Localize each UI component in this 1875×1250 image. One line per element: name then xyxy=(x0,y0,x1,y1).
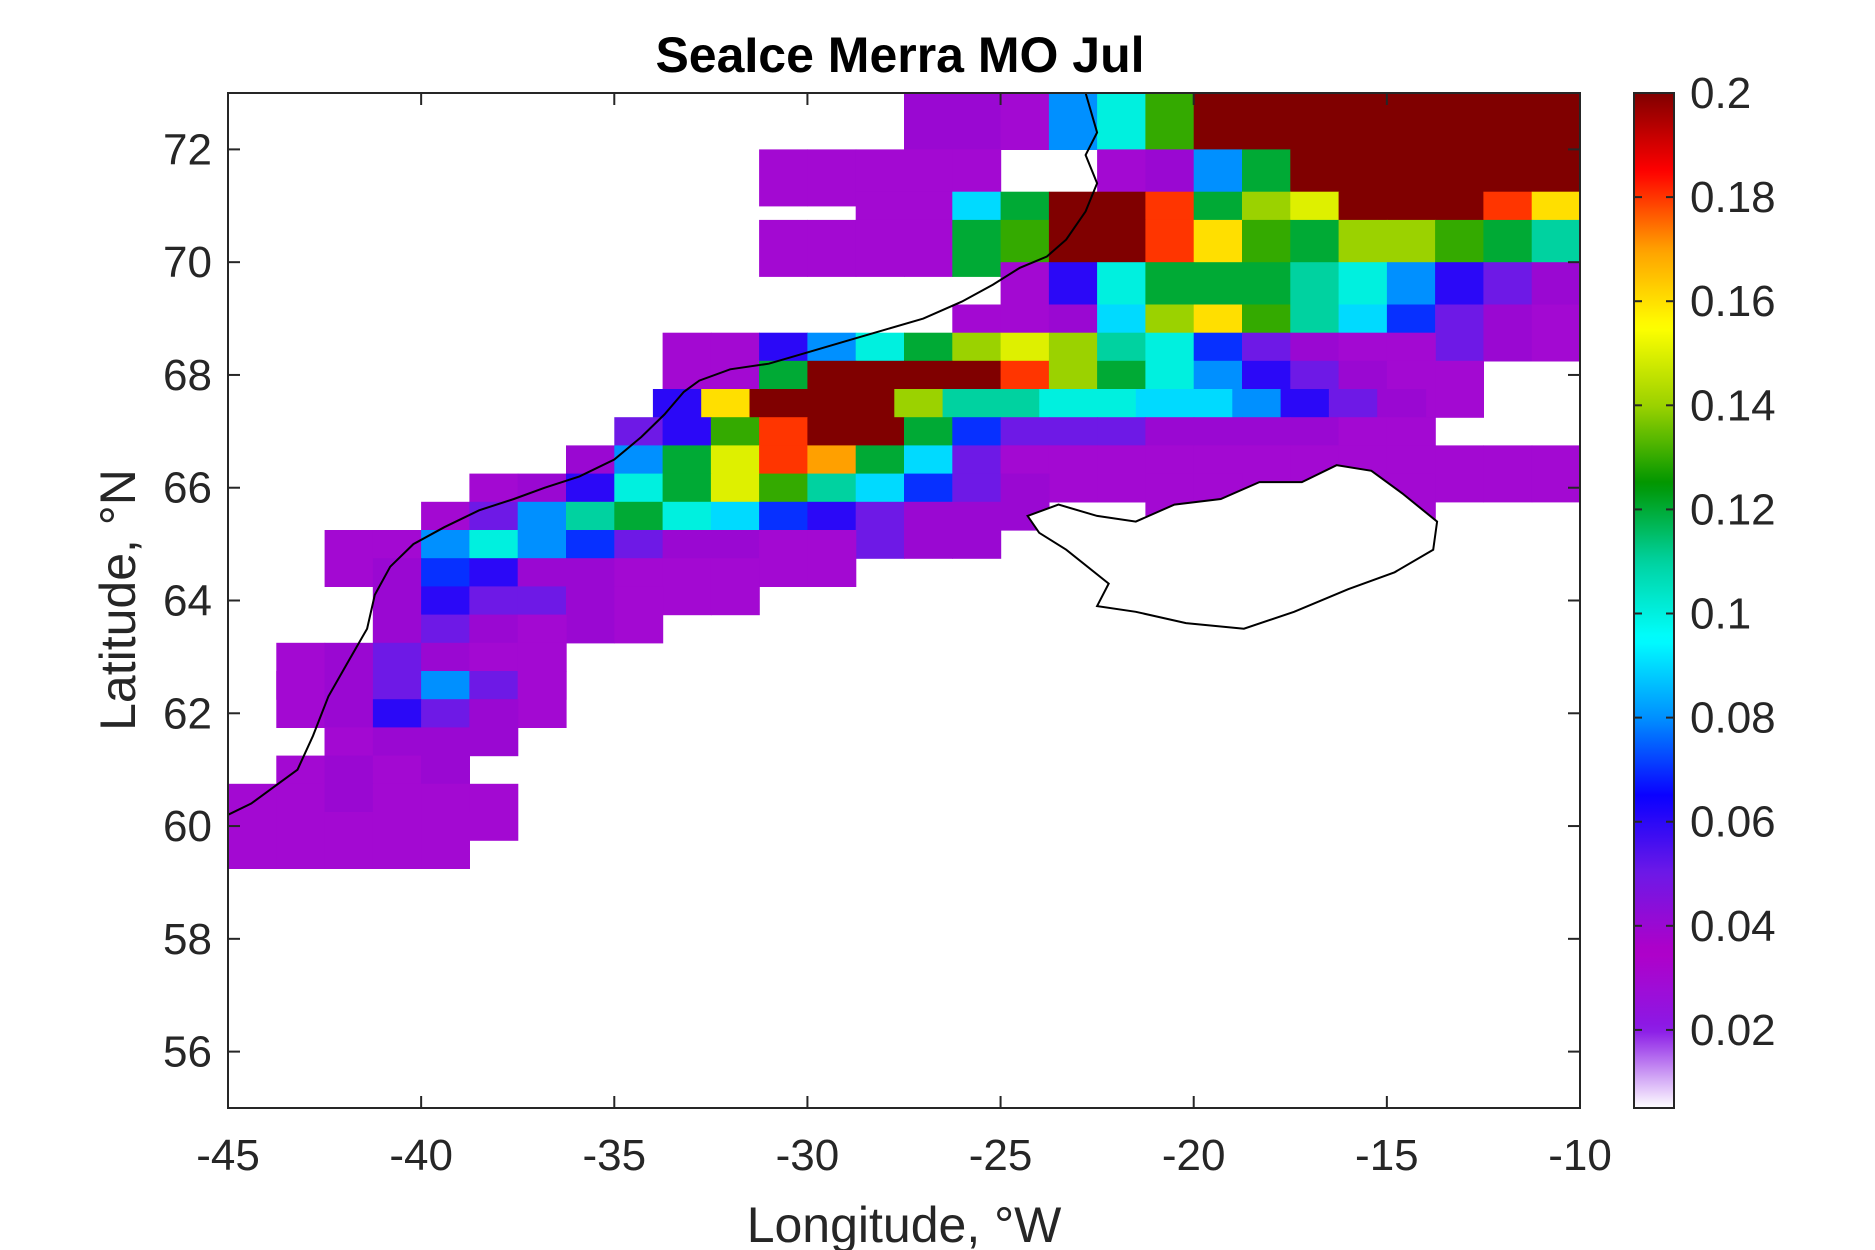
heatmap-cell xyxy=(1531,93,1581,150)
x-tick-label: -35 xyxy=(582,1131,646,1180)
y-tick-label: 64 xyxy=(163,577,212,626)
x-tick-label: -10 xyxy=(1548,1131,1612,1180)
y-tick-label: 58 xyxy=(163,915,212,964)
colorbar-ticks: 0.02 0.04 0.06 0.08 0.1 0.12 0.14 0.16 0.18 0.2 xyxy=(1634,69,1776,1055)
colorbar-tick-label: 0.2 xyxy=(1690,69,1751,118)
heatmap-cell xyxy=(1290,93,1340,150)
heatmap-cell xyxy=(904,501,953,559)
heatmap-cell xyxy=(855,501,905,559)
heatmap-cell xyxy=(952,219,1002,277)
heatmap-cell xyxy=(517,671,567,728)
heatmap-cell xyxy=(759,149,808,207)
heatmap-cell xyxy=(1000,93,1050,150)
heatmap-cells xyxy=(228,93,1581,869)
y-tick-label: 70 xyxy=(163,238,212,287)
heatmap-cell xyxy=(662,332,712,390)
heatmap-cell xyxy=(1483,445,1533,503)
colorbar-tick-label: 0.06 xyxy=(1690,798,1776,847)
heatmap-cell xyxy=(469,783,519,841)
heatmap-cell xyxy=(1435,360,1484,418)
heatmap-cell xyxy=(1193,93,1243,150)
heatmap-cell xyxy=(807,219,857,277)
x-tick-label: -20 xyxy=(1162,1131,1226,1180)
heatmap-cell xyxy=(759,219,808,277)
x-axis-label: Longitude, °W xyxy=(747,1197,1062,1250)
heatmap-cell xyxy=(1483,304,1533,362)
y-tick-label: 66 xyxy=(163,464,212,513)
colorbar-tick-label: 0.08 xyxy=(1690,694,1776,743)
heatmap-cell xyxy=(1386,93,1436,150)
x-axis-ticks: -45 -40 -35 -30 -25 -20 -15 -10 xyxy=(196,93,1612,1180)
heatmap-cell xyxy=(710,558,760,616)
heatmap-cell xyxy=(1531,445,1581,503)
heatmap-cell xyxy=(952,93,1002,150)
heatmap-cell xyxy=(324,530,374,587)
x-tick-label: -15 xyxy=(1355,1131,1419,1180)
heatmap-cell xyxy=(324,812,374,869)
heatmap-cell xyxy=(904,219,953,277)
heatmap-cell xyxy=(1435,93,1484,150)
heatmap-cell xyxy=(807,149,857,207)
plot-area: -45 -40 -35 -30 -25 -20 -15 -10 56 58 60 62 64 66 68 7… xyxy=(163,92,1612,1180)
heatmap-cell xyxy=(1097,93,1146,150)
chart-title: SeaIce Merra MO Jul xyxy=(655,27,1144,83)
heatmap-cell xyxy=(904,93,953,150)
heatmap-cell xyxy=(855,219,905,277)
heatmap-cell xyxy=(276,812,326,869)
heatmap-cell xyxy=(228,812,277,869)
colorbar-tick-label: 0.02 xyxy=(1690,1006,1776,1055)
heatmap-cell xyxy=(469,699,519,757)
x-tick-label: -40 xyxy=(389,1131,453,1180)
heatmap-cell xyxy=(1242,93,1291,150)
y-axis-label: Latitude, °N xyxy=(90,469,146,731)
x-tick-label: -45 xyxy=(196,1131,260,1180)
colorbar-tick-label: 0.1 xyxy=(1690,590,1751,639)
coastlines xyxy=(227,92,1439,816)
heatmap-cell xyxy=(372,812,422,869)
colorbar-tick-label: 0.14 xyxy=(1690,381,1776,430)
heatmap-cell xyxy=(759,530,808,587)
heatmap-cell xyxy=(1435,304,1484,362)
colorbar-tick-label: 0.12 xyxy=(1690,485,1776,534)
x-tick-label: -30 xyxy=(776,1131,840,1180)
heatmap-cell xyxy=(662,558,712,616)
y-tick-label: 62 xyxy=(163,689,212,738)
heatmap-cell xyxy=(952,501,1002,559)
heatmap-cell xyxy=(1097,445,1146,503)
heatmap-cell xyxy=(1531,304,1581,362)
heatmap-cell xyxy=(1048,445,1098,503)
y-tick-label: 60 xyxy=(163,802,212,851)
heatmap-cell xyxy=(566,586,615,644)
y-tick-label: 72 xyxy=(163,125,212,174)
colorbar-tick-label: 0.16 xyxy=(1690,277,1776,326)
heatmap-cell xyxy=(1048,93,1098,150)
iceland-coastline xyxy=(1026,464,1439,630)
colorbar-tick-label: 0.04 xyxy=(1690,902,1776,951)
colorbar: 0.02 0.04 0.06 0.08 0.1 0.12 0.14 0.16 0.18 0.2 xyxy=(1633,69,1776,1109)
heatmap-cell xyxy=(1483,93,1533,150)
y-axis-ticks: 56 58 60 62 64 66 68 70 72 xyxy=(163,125,1580,1077)
colorbar-tick-label: 0.18 xyxy=(1690,173,1776,222)
heatmap-cell xyxy=(807,530,857,587)
y-tick-label: 68 xyxy=(163,351,212,400)
colorbar-gradient xyxy=(1633,92,1675,1109)
x-tick-label: -25 xyxy=(969,1131,1033,1180)
heatmap-cell xyxy=(1435,445,1484,503)
heatmap-cell xyxy=(710,332,760,390)
greenland-coastline xyxy=(227,92,1099,816)
heatmap-cell xyxy=(276,671,326,728)
y-tick-label: 56 xyxy=(163,1028,212,1077)
heatmap-cell xyxy=(1145,93,1195,150)
heatmap-cell xyxy=(614,586,664,644)
heatmap-cell xyxy=(1338,93,1388,150)
heatmap-cell xyxy=(421,812,470,869)
